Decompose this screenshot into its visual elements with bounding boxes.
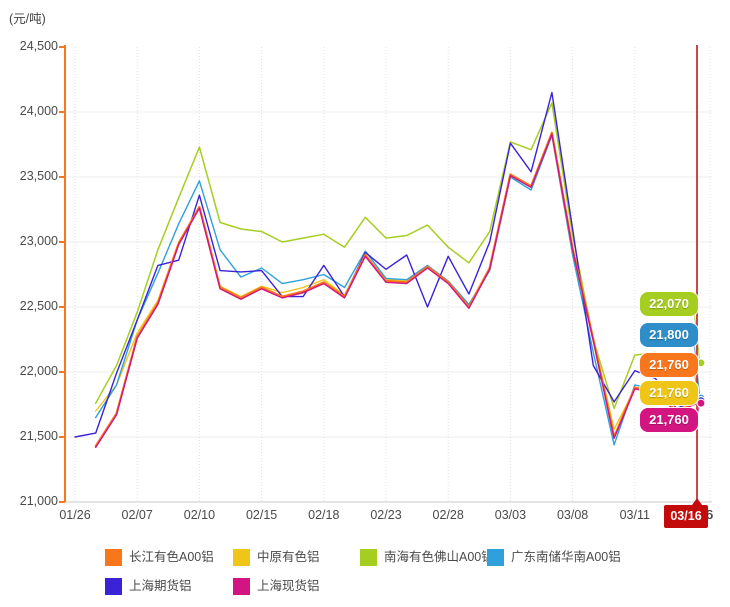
end-value-badge: 21,760: [640, 408, 698, 432]
legend-swatch: [233, 578, 250, 595]
legend-item: 上海现货铝: [233, 578, 320, 595]
y-axis-label: 21,500: [19, 429, 58, 443]
y-axis-label: 23,000: [19, 234, 58, 248]
series-line-xianhuo: [94, 133, 698, 449]
x-axis-label: 02/10: [183, 508, 216, 522]
end-value-badge: 21,760: [640, 353, 698, 377]
x-axis-label: 02/15: [245, 508, 278, 522]
series-end-dot-nanhai: [696, 358, 706, 368]
legend-item: 上海期货铝: [105, 578, 192, 595]
crosshair-date-tooltip: 03/16: [664, 498, 708, 528]
y-axis-label: 22,500: [19, 299, 58, 313]
x-axis-label: 03/11: [619, 508, 650, 522]
x-axis-label: 02/28: [432, 508, 464, 522]
legend-item: 广东南储华南A00铝: [487, 549, 621, 566]
series-line-qihuo: [74, 91, 698, 438]
legend-item: 中原有色铝: [233, 549, 320, 566]
y-axis-unit-label: (元/吨): [9, 12, 46, 26]
end-value-badge: 21,800: [640, 323, 698, 347]
y-axis-label: 21,000: [19, 494, 58, 508]
series-line-guangdong: [94, 134, 698, 446]
x-axis-label: 02/23: [370, 508, 402, 522]
legend-swatch: [360, 549, 377, 566]
x-axis-label: 03/08: [556, 508, 589, 522]
legend-item: 长江有色A00铝: [105, 549, 214, 566]
x-axis-label: 02/07: [121, 508, 153, 522]
legend-swatch: [487, 549, 504, 566]
legend-swatch: [233, 549, 250, 566]
series-line-nanhai: [94, 102, 698, 410]
end-value-badge: 22,070: [640, 292, 698, 316]
y-axis-label: 24,000: [19, 104, 58, 118]
y-axis-label: 23,500: [19, 169, 58, 183]
x-axis-label: 01/26: [59, 508, 91, 522]
y-axis-label: 22,000: [19, 364, 58, 378]
legend-swatch: [105, 578, 122, 595]
x-axis-label: 02/18: [308, 508, 340, 522]
series-end-dot-xianhuo: [696, 398, 706, 408]
tooltip-arrow-icon: [692, 498, 702, 505]
legend-swatch: [105, 549, 122, 566]
legend-item: 南海有色佛山A00铝: [360, 549, 494, 566]
y-axis-label: 24,500: [19, 39, 58, 53]
end-value-badge: 21,760: [640, 381, 698, 405]
x-axis-label: 03/03: [494, 508, 527, 522]
